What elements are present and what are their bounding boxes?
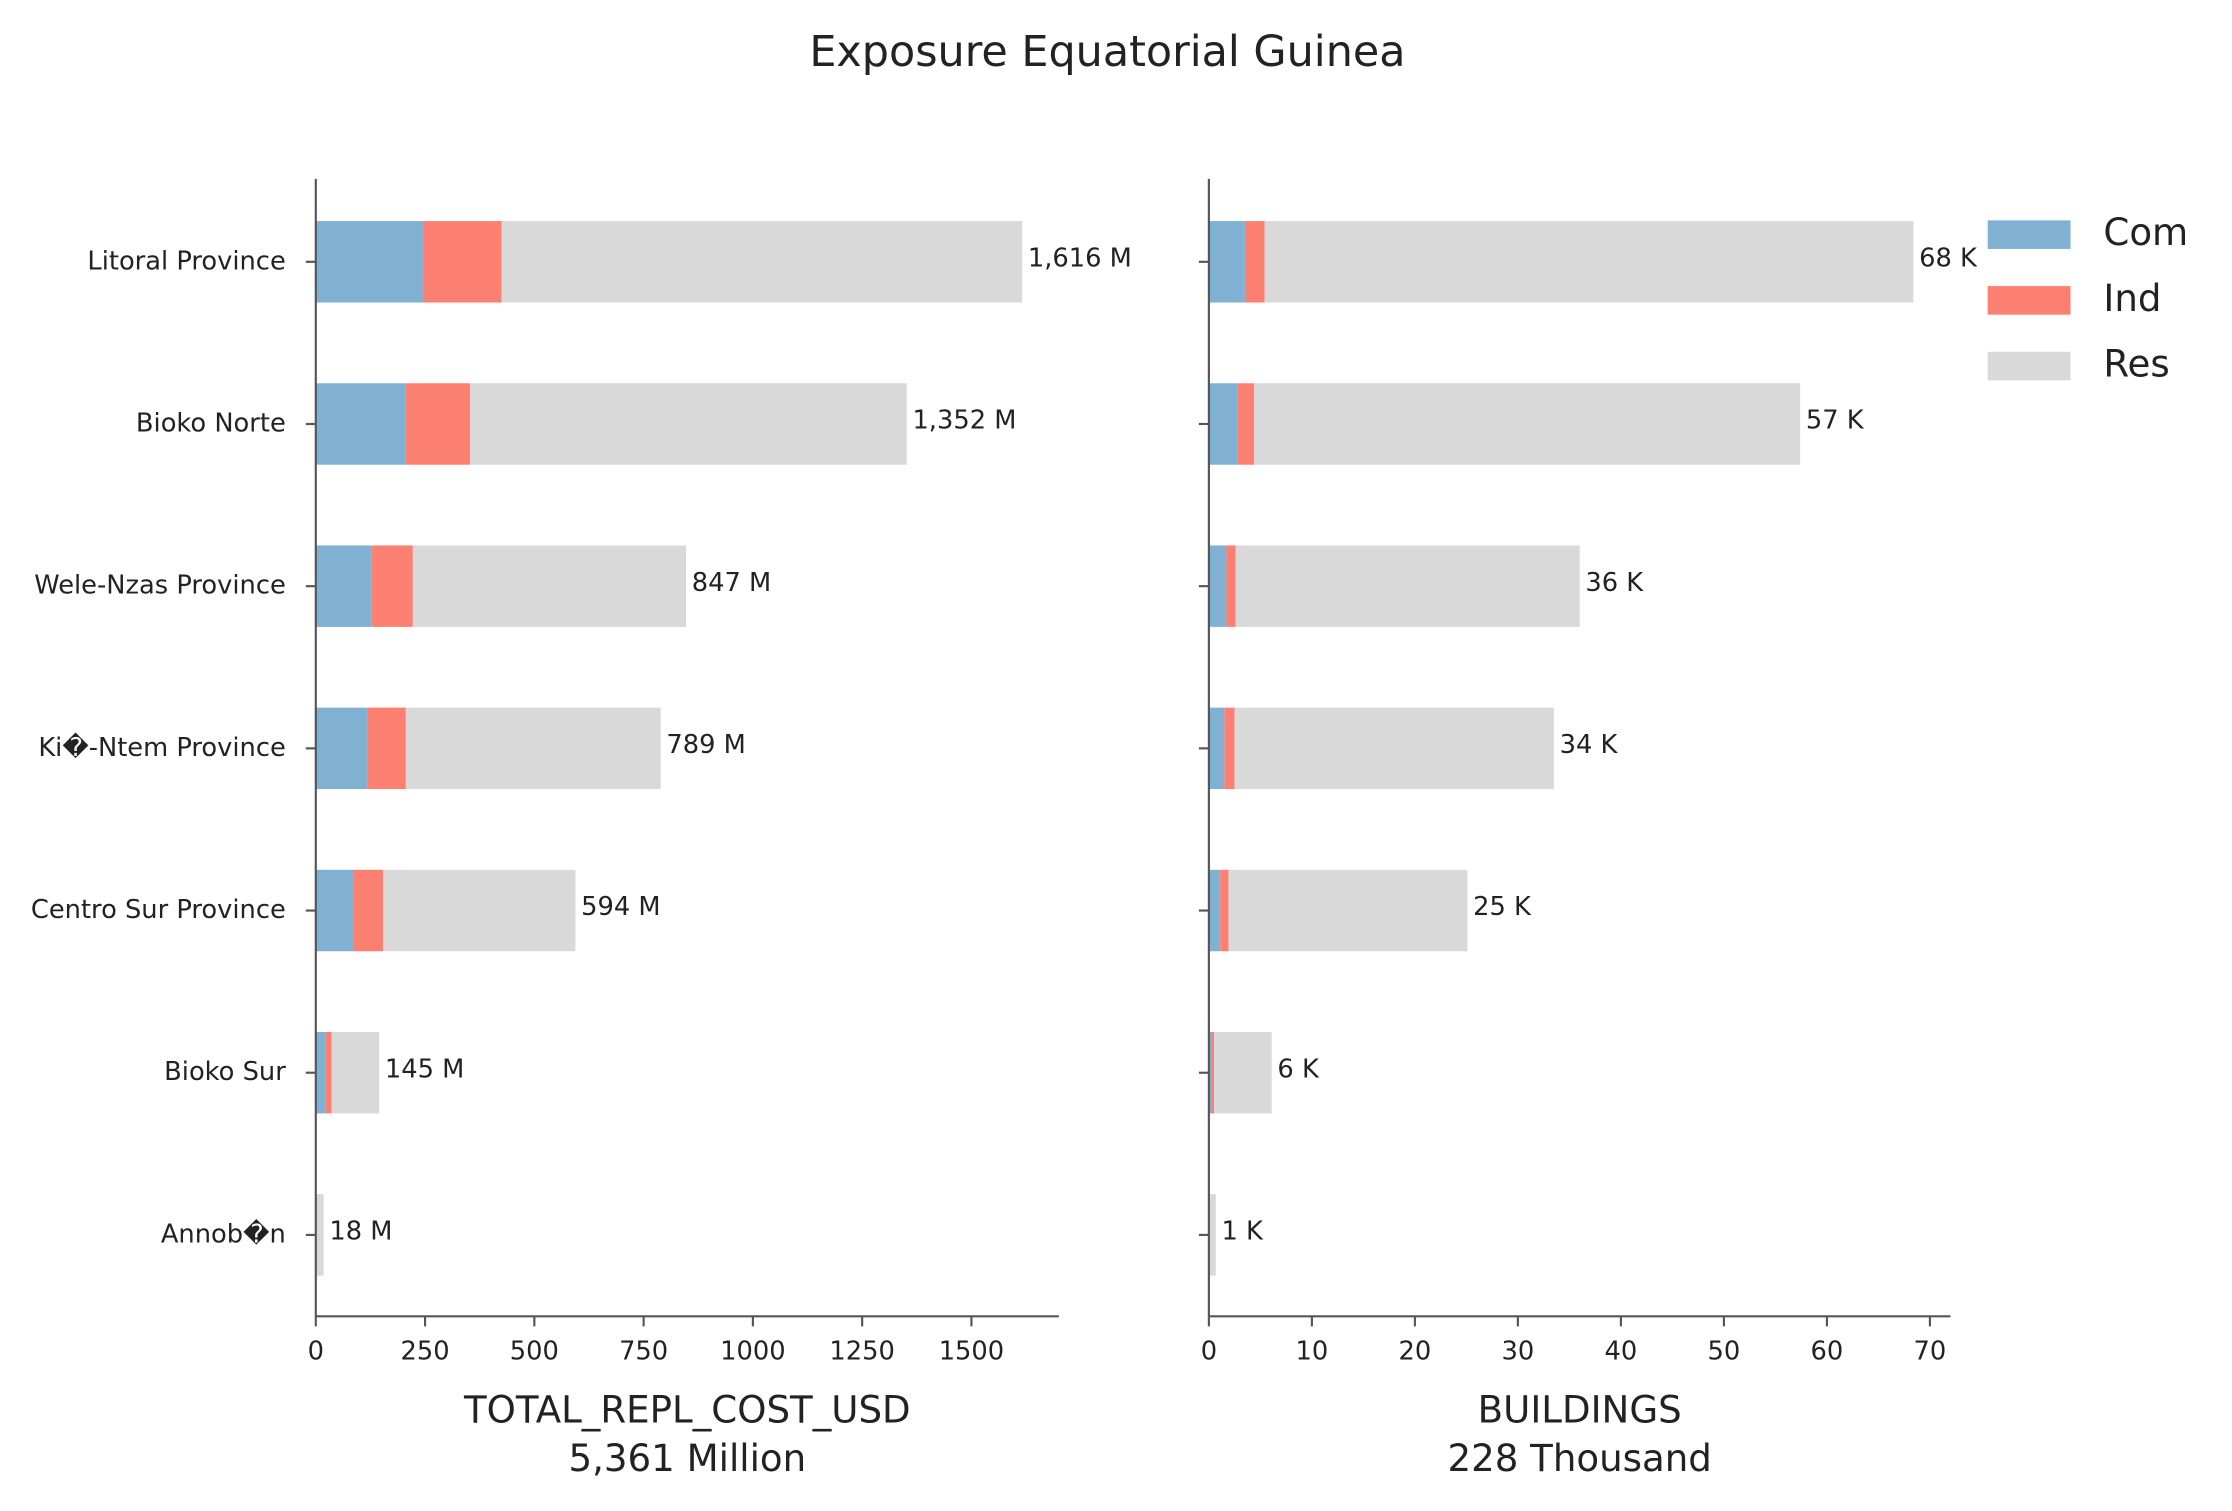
- bar-segment: [1228, 869, 1468, 952]
- bar-segment: [1210, 1031, 1215, 1114]
- bar-label: 57 K: [1806, 406, 1865, 436]
- x-tick-label: 750: [619, 1337, 668, 1367]
- bar-segment: [1264, 221, 1914, 303]
- bar-segment: [331, 1031, 380, 1114]
- bar-label: 68 K: [1919, 243, 1978, 273]
- x-tick-label: 40: [1605, 1337, 1638, 1367]
- bar-segment: [1208, 545, 1227, 627]
- x-axis-label: TOTAL_REPL_COST_USD: [463, 1389, 911, 1432]
- bar-segment: [470, 383, 907, 465]
- bar-label: 847 M: [692, 568, 771, 598]
- bar-label: 18 M: [329, 1217, 392, 1247]
- legend-swatch: [1987, 220, 2071, 249]
- y-tick-label: Centro Sur Province: [31, 895, 286, 925]
- x-tick-label: 60: [1811, 1337, 1844, 1367]
- x-tick-label: 0: [1201, 1337, 1217, 1367]
- bar-segment: [325, 1031, 332, 1114]
- x-tick-label: 500: [510, 1337, 559, 1367]
- bar-segment: [1224, 707, 1235, 790]
- legend-label: Ind: [2103, 277, 2161, 320]
- bar-label: 1,616 M: [1028, 243, 1132, 273]
- y-tick-label: Wele-Nzas Province: [34, 571, 285, 601]
- bar-label: 34 K: [1560, 730, 1619, 760]
- bar-label: 789 M: [666, 730, 745, 760]
- x-tick-label: 70: [1914, 1337, 1947, 1367]
- x-tick-label: 1250: [829, 1337, 894, 1367]
- legend-swatch: [1987, 286, 2071, 315]
- bar-segment: [1226, 545, 1236, 627]
- x-tick-label: 20: [1399, 1337, 1432, 1367]
- bar-segment: [405, 383, 471, 465]
- legend-label: Res: [2103, 343, 2169, 386]
- bar-label: 594 M: [581, 892, 660, 922]
- y-tick-label: Litoral Province: [87, 246, 285, 276]
- bar-segment: [315, 221, 423, 303]
- y-tick-label: Ki�-Ntem Province: [38, 732, 285, 763]
- bar-segment: [422, 221, 502, 303]
- bar-segment: [1208, 221, 1245, 303]
- bar-segment: [1208, 707, 1225, 790]
- x-axis-total: 228 Thousand: [1447, 1437, 1711, 1480]
- x-tick-label: 10: [1296, 1337, 1329, 1367]
- bar-segment: [316, 1194, 324, 1276]
- bar-segment: [315, 545, 372, 627]
- bar-segment: [1244, 221, 1265, 303]
- bar-segment: [383, 869, 576, 952]
- bar-label: 25 K: [1473, 892, 1532, 922]
- bar-segment: [315, 869, 353, 952]
- bar-label: 1,352 M: [912, 406, 1016, 436]
- bar-segment: [405, 707, 661, 790]
- x-tick-label: 250: [401, 1337, 450, 1367]
- bar-segment: [352, 869, 384, 952]
- x-axis-total: 5,361 Million: [568, 1437, 806, 1480]
- bar-segment: [367, 707, 406, 790]
- bar-segment: [1214, 1031, 1272, 1114]
- bar-segment: [1220, 869, 1229, 952]
- bar-segment: [1208, 869, 1221, 952]
- figure-title: Exposure Equatorial Guinea: [809, 27, 1405, 77]
- bar-segment: [1254, 383, 1801, 465]
- y-tick-label: Annob�n: [161, 1218, 286, 1249]
- bar-segment: [1209, 1194, 1216, 1276]
- legend-swatch: [1987, 351, 2071, 381]
- bar-segment: [1234, 707, 1554, 790]
- bar-segment: [1237, 383, 1255, 465]
- x-axis-label: BUILDINGS: [1478, 1389, 1682, 1432]
- y-tick-label: Bioko Norte: [136, 408, 286, 438]
- bar-segment: [371, 545, 413, 627]
- bar-label: 1 K: [1221, 1217, 1264, 1247]
- bar-label: 6 K: [1277, 1054, 1320, 1084]
- bar-segment: [501, 221, 1023, 303]
- bar-label: 36 K: [1585, 568, 1644, 598]
- x-tick-label: 1000: [720, 1337, 785, 1367]
- bar-segment: [1235, 545, 1580, 627]
- x-tick-label: 0: [308, 1337, 324, 1367]
- bar-segment: [315, 383, 406, 465]
- x-tick-label: 1500: [939, 1337, 1004, 1367]
- bar-segment: [412, 545, 687, 627]
- bar-label: 145 M: [385, 1054, 464, 1084]
- x-tick-label: 30: [1502, 1337, 1535, 1367]
- bar-segment: [315, 1031, 326, 1114]
- x-tick-label: 50: [1708, 1337, 1741, 1367]
- bar-segment: [315, 707, 368, 790]
- bar-segment: [1208, 383, 1238, 465]
- y-tick-label: Bioko Sur: [164, 1057, 286, 1087]
- legend-label: Com: [2103, 211, 2188, 254]
